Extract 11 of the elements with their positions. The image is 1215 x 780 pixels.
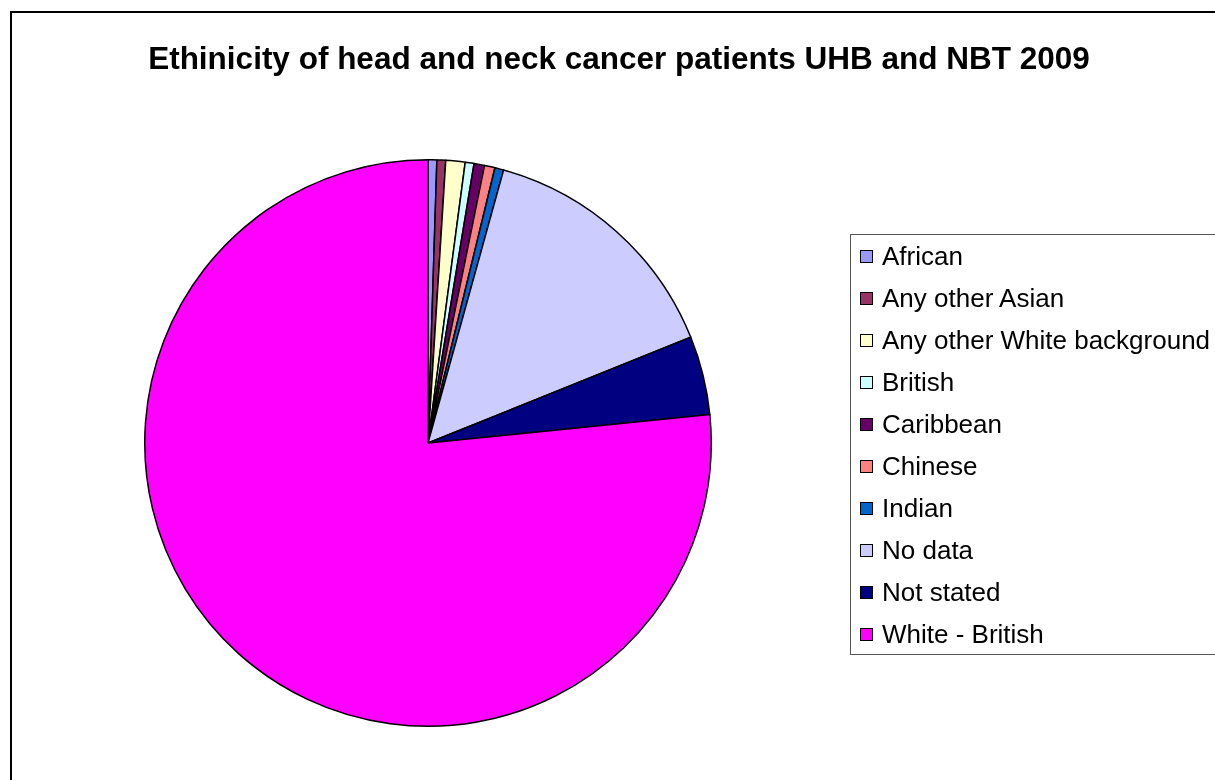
legend-label: Caribbean (882, 409, 1002, 439)
legend-label: White - British (882, 619, 1044, 649)
legend-label: Any other Asian (882, 283, 1065, 313)
legend-label: No data (882, 535, 974, 565)
legend-label: Not stated (882, 577, 1001, 607)
chart-title: Ethinicity of head and neck cancer patients UHB and NBT 2009 (147, 39, 1091, 78)
legend-label: Chinese (882, 451, 978, 481)
legend-label: Any other White background (882, 325, 1211, 355)
legend-label: African (882, 241, 963, 271)
legend-label: British (882, 367, 955, 397)
legend-label: Indian (882, 493, 953, 523)
